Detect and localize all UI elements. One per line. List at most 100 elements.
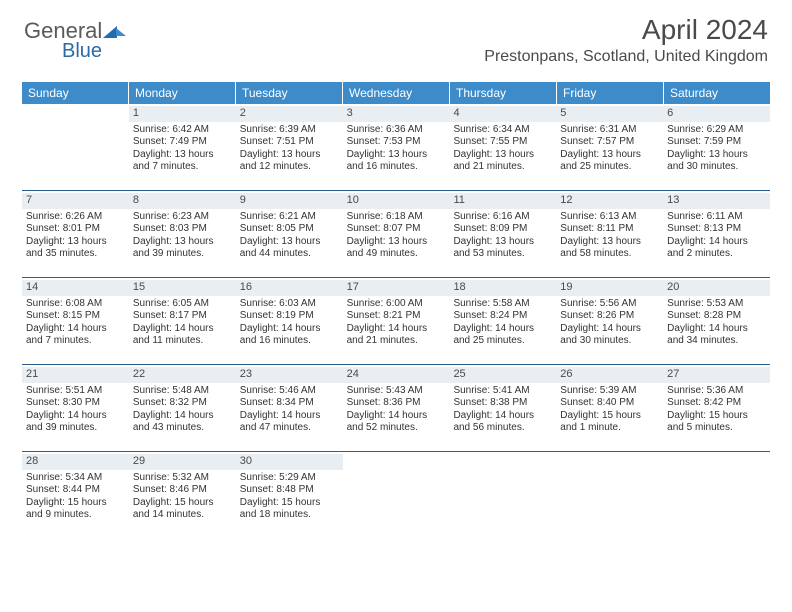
calendar: SundayMondayTuesdayWednesdayThursdayFrid… [22,82,770,538]
brand-part2: Blue [62,40,102,63]
daylight-line: Daylight: 15 hours and 5 minutes. [667,410,766,435]
sunrise-line: Sunrise: 5:43 AM [347,385,446,398]
day-cell: 7Sunrise: 6:26 AMSunset: 8:01 PMDaylight… [22,191,129,277]
sunset-line: Sunset: 8:34 PM [240,397,339,410]
day-cell: 13Sunrise: 6:11 AMSunset: 8:13 PMDayligh… [663,191,770,277]
sunset-line: Sunset: 7:51 PM [240,136,339,149]
daylight-line: Daylight: 13 hours and 39 minutes. [133,236,232,261]
sunset-line: Sunset: 8:13 PM [667,223,766,236]
day-number: 14 [22,280,129,296]
week-row: .1Sunrise: 6:42 AMSunset: 7:49 PMDayligh… [22,104,770,190]
daylight-line: Daylight: 14 hours and 16 minutes. [240,323,339,348]
sunset-line: Sunset: 7:55 PM [453,136,552,149]
sunset-line: Sunset: 7:49 PM [133,136,232,149]
day-cell: 29Sunrise: 5:32 AMSunset: 8:46 PMDayligh… [129,452,236,538]
week-row: 28Sunrise: 5:34 AMSunset: 8:44 PMDayligh… [22,451,770,538]
day-cell: 30Sunrise: 5:29 AMSunset: 8:48 PMDayligh… [236,452,343,538]
day-number: 28 [22,454,129,470]
sunset-line: Sunset: 7:57 PM [560,136,659,149]
daylight-line: Daylight: 13 hours and 35 minutes. [26,236,125,261]
weekday-header: Friday [557,82,664,104]
sunset-line: Sunset: 8:07 PM [347,223,446,236]
location: Prestonpans, Scotland, United Kingdom [484,48,768,66]
sunrise-line: Sunrise: 6:31 AM [560,124,659,137]
daylight-line: Daylight: 14 hours and 7 minutes. [26,323,125,348]
sunrise-line: Sunrise: 5:29 AM [240,472,339,485]
day-number: 26 [556,367,663,383]
sunset-line: Sunset: 8:36 PM [347,397,446,410]
sunrise-line: Sunrise: 6:36 AM [347,124,446,137]
daylight-line: Daylight: 14 hours and 47 minutes. [240,410,339,435]
daylight-line: Daylight: 15 hours and 18 minutes. [240,497,339,522]
sunrise-line: Sunrise: 6:18 AM [347,211,446,224]
day-cell: 8Sunrise: 6:23 AMSunset: 8:03 PMDaylight… [129,191,236,277]
sunrise-line: Sunrise: 5:56 AM [560,298,659,311]
sunset-line: Sunset: 8:19 PM [240,310,339,323]
daylight-line: Daylight: 13 hours and 21 minutes. [453,149,552,174]
week-row: 7Sunrise: 6:26 AMSunset: 8:01 PMDaylight… [22,190,770,277]
sunset-line: Sunset: 8:28 PM [667,310,766,323]
day-cell: 9Sunrise: 6:21 AMSunset: 8:05 PMDaylight… [236,191,343,277]
day-cell: . [22,104,129,190]
day-cell: 6 Sunrise: 6:29 AMSunset: 7:59 PMDaylight… [663,104,770,190]
sunrise-line: Sunrise: 6:34 AM [453,124,552,137]
weekday-header: Saturday [664,82,770,104]
day-cell: 5 Sunrise: 6:31 AMSunset: 7:57 PMDaylight… [556,104,663,190]
week-row: 14Sunrise: 6:08 AMSunset: 8:15 PMDayligh… [22,277,770,364]
daylight-line: Daylight: 13 hours and 44 minutes. [240,236,339,261]
week-row: 21Sunrise: 5:51 AMSunset: 8:30 PMDayligh… [22,364,770,451]
day-cell: 20 Sunrise: 5:53 AMSunset: 8:28 PMDayligh… [663,278,770,364]
daylight-line: Daylight: 14 hours and 34 minutes. [667,323,766,348]
daylight-line: Daylight: 14 hours and 56 minutes. [453,410,552,435]
day-cell: 19Sunrise: 5:56 AMSunset: 8:26 PMDayligh… [556,278,663,364]
sunset-line: Sunset: 8:17 PM [133,310,232,323]
day-cell: 14Sunrise: 6:08 AMSunset: 8:15 PMDayligh… [22,278,129,364]
daylight-line: Daylight: 13 hours and 30 minutes. [667,149,766,174]
day-number: 6 [663,106,770,122]
weekday-header: Monday [129,82,236,104]
day-number: 22 [129,367,236,383]
sunset-line: Sunset: 8:03 PM [133,223,232,236]
sunrise-line: Sunrise: 5:41 AM [453,385,552,398]
sunrise-line: Sunrise: 6:11 AM [667,211,766,224]
day-number: 15 [129,280,236,296]
sunset-line: Sunset: 7:59 PM [667,136,766,149]
daylight-line: Daylight: 13 hours and 49 minutes. [347,236,446,261]
day-number: 3 [343,106,450,122]
daylight-line: Daylight: 14 hours and 2 minutes. [667,236,766,261]
sunset-line: Sunset: 8:30 PM [26,397,125,410]
sunset-line: Sunset: 8:40 PM [560,397,659,410]
sunrise-line: Sunrise: 5:36 AM [667,385,766,398]
day-number: 20 [663,280,770,296]
sunrise-line: Sunrise: 6:29 AM [667,124,766,137]
weekday-header: Sunday [22,82,129,104]
day-cell: . [343,452,450,538]
day-number: 5 [556,106,663,122]
day-number: 19 [556,280,663,296]
day-number: 23 [236,367,343,383]
daylight-line: Daylight: 15 hours and 9 minutes. [26,497,125,522]
day-cell: 4 Sunrise: 6:34 AMSunset: 7:55 PMDaylight… [449,104,556,190]
day-cell: 18Sunrise: 5:58 AMSunset: 8:24 PMDayligh… [449,278,556,364]
sunset-line: Sunset: 8:11 PM [560,223,659,236]
sunrise-line: Sunrise: 6:21 AM [240,211,339,224]
sunrise-line: Sunrise: 5:53 AM [667,298,766,311]
day-number: 27 [663,367,770,383]
day-number: 30 [236,454,343,470]
daylight-line: Daylight: 14 hours and 52 minutes. [347,410,446,435]
daylight-line: Daylight: 13 hours and 25 minutes. [560,149,659,174]
day-cell: 16Sunrise: 6:03 AMSunset: 8:19 PMDayligh… [236,278,343,364]
daylight-line: Daylight: 13 hours and 12 minutes. [240,149,339,174]
daylight-line: Daylight: 15 hours and 14 minutes. [133,497,232,522]
day-number: 12 [556,193,663,209]
sunset-line: Sunset: 8:46 PM [133,484,232,497]
day-number: 4 [449,106,556,122]
sunset-line: Sunset: 8:26 PM [560,310,659,323]
day-number: 18 [449,280,556,296]
day-number: 24 [343,367,450,383]
day-cell: 15Sunrise: 6:05 AMSunset: 8:17 PMDayligh… [129,278,236,364]
sunrise-line: Sunrise: 5:39 AM [560,385,659,398]
sunrise-line: Sunrise: 5:32 AM [133,472,232,485]
daylight-line: Daylight: 14 hours and 11 minutes. [133,323,232,348]
sunrise-line: Sunrise: 6:16 AM [453,211,552,224]
